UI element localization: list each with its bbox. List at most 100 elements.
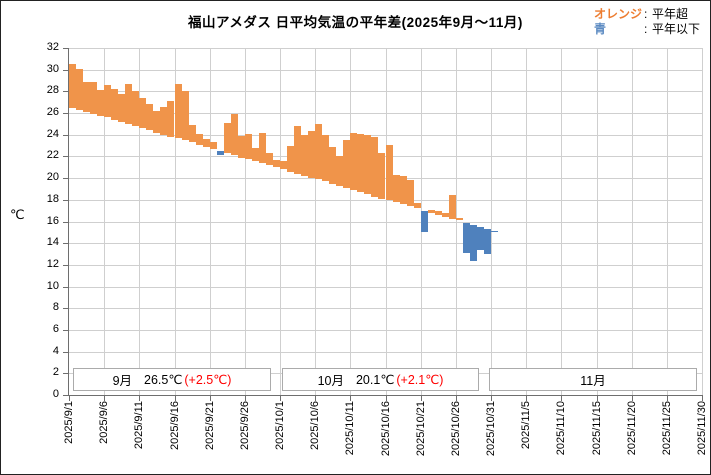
month-box-label: 9月 bbox=[112, 374, 133, 388]
y-tick-mark bbox=[63, 395, 68, 396]
y-tick-mark bbox=[63, 351, 68, 353]
y-tick-mark bbox=[63, 286, 68, 288]
temp-bar bbox=[434, 210, 442, 215]
temp-bar bbox=[139, 97, 147, 129]
temp-bar bbox=[322, 134, 330, 182]
temp-bar bbox=[378, 153, 386, 199]
month-anomaly-value: (+2.5℃) bbox=[184, 373, 232, 387]
temp-bar bbox=[244, 133, 252, 159]
v-gridline bbox=[315, 48, 317, 395]
v-gridline bbox=[561, 48, 563, 395]
x-tick-label: 2025/11/10 bbox=[555, 401, 568, 456]
x-tick-label: 2025/9/6 bbox=[98, 401, 111, 444]
month-box-label: 11月 bbox=[580, 374, 606, 388]
y-tick-label: 18 bbox=[46, 192, 59, 205]
temp-bar bbox=[406, 180, 414, 207]
y-tick-label: 4 bbox=[52, 344, 59, 357]
y-tick-label: 8 bbox=[52, 301, 59, 314]
y-tick-label: 12 bbox=[46, 257, 59, 270]
temp-bar bbox=[315, 123, 323, 180]
y-tick-mark bbox=[63, 199, 68, 201]
temp-bar bbox=[237, 135, 245, 158]
y-tick-mark bbox=[63, 48, 68, 49]
temp-bar bbox=[350, 132, 358, 191]
temp-bar bbox=[69, 64, 77, 108]
x-tick-label: 2025/11/5 bbox=[520, 401, 533, 450]
y-tick-label: 2 bbox=[52, 366, 59, 379]
v-gridline bbox=[350, 48, 352, 395]
temp-bar bbox=[118, 93, 126, 122]
temp-bar bbox=[483, 229, 491, 255]
x-tick-label: 2025/9/16 bbox=[168, 401, 181, 450]
month-box-november: 11月 bbox=[489, 368, 697, 391]
chart-title: 福山アメダス 日平均気温の平年差(2025年9月～11月) bbox=[188, 15, 523, 30]
month-anomaly-value: (+2.1℃) bbox=[396, 373, 444, 387]
temp-bar bbox=[462, 222, 470, 253]
temp-bar bbox=[209, 142, 217, 149]
legend-row-below: 青 : 平年以下 bbox=[594, 22, 700, 37]
x-tick-mark bbox=[280, 396, 281, 401]
y-tick-mark bbox=[63, 308, 68, 310]
v-gridline bbox=[596, 48, 598, 395]
x-tick-mark bbox=[526, 396, 528, 401]
temp-bar bbox=[343, 140, 351, 188]
y-tick-label: 6 bbox=[52, 322, 59, 335]
x-tick-mark bbox=[491, 396, 492, 401]
x-tick-label: 2025/10/21 bbox=[414, 401, 427, 457]
temp-bar bbox=[491, 231, 499, 233]
y-tick-mark bbox=[63, 91, 68, 93]
y-tick-label: 32 bbox=[46, 41, 59, 53]
temp-bar bbox=[272, 159, 280, 168]
y-tick-mark bbox=[63, 156, 68, 158]
x-tick-label: 2025/10/16 bbox=[379, 401, 392, 457]
temp-bar bbox=[195, 133, 203, 145]
temp-bar bbox=[125, 83, 133, 124]
legend-below-colon: : bbox=[643, 22, 648, 36]
v-gridline bbox=[455, 48, 457, 395]
month-box-october: 10月 20.1℃ (+2.1℃) bbox=[282, 368, 479, 391]
y-tick-mark bbox=[63, 134, 68, 136]
temp-bar bbox=[287, 145, 295, 172]
temp-bar bbox=[308, 131, 316, 179]
y-axis-unit-label: ℃ bbox=[10, 207, 25, 222]
v-gridline bbox=[174, 48, 176, 395]
y-tick-label: 28 bbox=[46, 84, 59, 97]
x-tick-mark bbox=[420, 396, 422, 401]
legend-above-label: オレンジ bbox=[593, 7, 642, 21]
v-gridline bbox=[491, 48, 492, 395]
temp-bar bbox=[399, 175, 407, 205]
temp-bar bbox=[441, 212, 449, 218]
y-tick-label: 20 bbox=[46, 171, 59, 184]
x-tick-mark bbox=[350, 396, 352, 401]
y-tick-label: 24 bbox=[46, 127, 59, 140]
temp-bar bbox=[251, 147, 259, 161]
temp-bar bbox=[76, 68, 84, 110]
x-tick-label: 2025/11/25 bbox=[660, 401, 673, 456]
x-tick-label: 2025/10/6 bbox=[309, 401, 322, 450]
temp-bar bbox=[202, 139, 210, 147]
x-tick-label: 2025/9/11 bbox=[133, 401, 146, 450]
v-gridline bbox=[702, 48, 703, 395]
temp-bar bbox=[469, 224, 477, 261]
temp-bar bbox=[294, 126, 302, 174]
y-tick-label: 22 bbox=[46, 149, 59, 162]
x-tick-mark bbox=[561, 396, 563, 401]
temp-bar bbox=[188, 124, 196, 143]
temp-bar bbox=[174, 83, 182, 138]
y-tick-mark bbox=[63, 69, 68, 71]
x-tick-mark bbox=[244, 396, 246, 401]
legend: オレンジ : 平年超 青 : 平年以下 bbox=[594, 7, 700, 37]
legend-above-text: 平年超 bbox=[651, 7, 688, 21]
x-tick-mark bbox=[631, 396, 633, 401]
x-tick-mark bbox=[209, 396, 211, 401]
temp-bar bbox=[223, 122, 231, 154]
temp-bar bbox=[146, 104, 154, 131]
y-tick-label: 26 bbox=[46, 106, 59, 119]
x-tick-label: 2025/10/26 bbox=[449, 401, 462, 457]
y-tick-label: 0 bbox=[52, 388, 59, 400]
temp-bar bbox=[301, 134, 309, 176]
y-tick-mark bbox=[63, 113, 68, 115]
month-mean-value: 26.5℃ bbox=[144, 373, 183, 387]
x-tick-mark bbox=[596, 396, 598, 401]
